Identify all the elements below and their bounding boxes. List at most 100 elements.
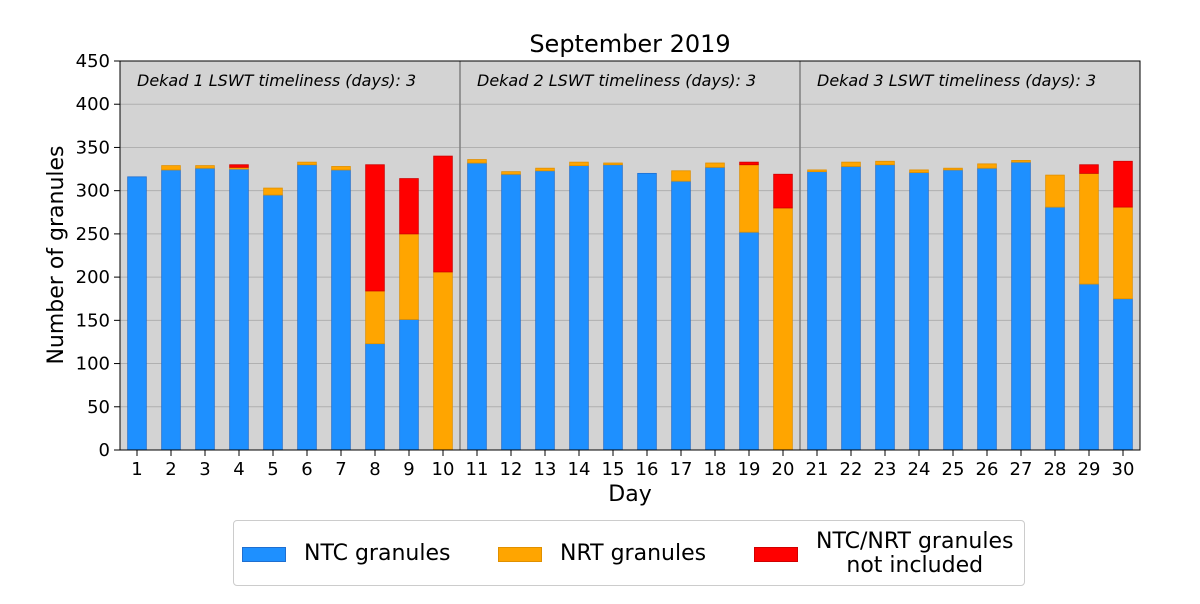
legend-item-not-included: NTC/NRT granules not included	[754, 521, 1013, 587]
y-axis: 0 50 100 150 200 250 300 350 400 450	[76, 51, 120, 461]
bar-nrt-day-14	[569, 161, 589, 166]
y-tick-label-150: 150	[76, 310, 110, 331]
legend-swatch-ntc	[242, 546, 286, 562]
bar-not-included-day-19	[739, 161, 759, 166]
bar-ntc-day-17	[671, 180, 691, 451]
x-tick-label-5: 5	[267, 459, 278, 480]
x-tick-label-19: 19	[738, 459, 761, 480]
bar-nrt-day-2	[161, 165, 181, 171]
bar-series	[127, 155, 1133, 451]
bar-nrt-day-22	[841, 161, 861, 167]
legend-item-nrt: NRT granules	[498, 521, 706, 587]
bar-ntc-day-18	[705, 166, 725, 451]
x-tick-label-20: 20	[772, 459, 795, 480]
bar-nrt-day-17	[671, 170, 691, 182]
x-tick-label-14: 14	[568, 459, 591, 480]
bar-nrt-day-28	[1045, 174, 1065, 208]
x-tick-label-24: 24	[908, 459, 931, 480]
bar-nrt-day-24	[909, 169, 929, 173]
bar-ntc-day-26	[977, 167, 997, 451]
bar-nrt-day-25	[943, 167, 963, 171]
bar-ntc-day-4	[229, 168, 249, 451]
bar-nrt-day-12	[501, 171, 521, 175]
legend-label-not-included: NTC/NRT granules not included	[816, 530, 1013, 578]
x-tick-label-8: 8	[369, 459, 380, 480]
x-tick-label-13: 13	[534, 459, 557, 480]
y-tick-label-450: 450	[76, 51, 110, 72]
x-tick-label-23: 23	[874, 459, 897, 480]
bar-nrt-day-27	[1011, 160, 1031, 163]
x-tick-label-25: 25	[942, 459, 965, 480]
y-tick-label-350: 350	[76, 137, 110, 158]
bar-ntc-day-29	[1079, 283, 1099, 451]
chart-title: September 2019	[529, 30, 730, 58]
x-tick-label-1: 1	[131, 459, 142, 480]
bar-not-included-day-30	[1113, 160, 1133, 208]
bar-nrt-day-11	[467, 159, 487, 164]
x-tick-label-4: 4	[233, 459, 244, 480]
x-tick-label-11: 11	[466, 459, 489, 480]
y-tick-label-50: 50	[87, 397, 110, 418]
x-tick-label-30: 30	[1112, 459, 1135, 480]
x-tick-label-3: 3	[199, 459, 210, 480]
x-tick-label-28: 28	[1044, 459, 1067, 480]
x-tick-label-16: 16	[636, 459, 659, 480]
legend-label-nrt: NRT granules	[560, 541, 707, 566]
bar-ntc-day-5	[263, 194, 283, 451]
bar-nrt-day-3	[195, 165, 215, 169]
bar-nrt-day-29	[1079, 172, 1099, 285]
bar-nrt-day-9	[399, 233, 419, 320]
bar-nrt-day-19	[739, 164, 759, 233]
chart-legend: NTC granules NRT granules NTC/NRT granul…	[233, 520, 1025, 586]
dekad-annotations: Dekad 1 LSWT timeliness (days): 3 Dekad …	[137, 71, 1096, 90]
bar-ntc-day-6	[297, 164, 317, 451]
x-tick-label-27: 27	[1010, 459, 1033, 480]
bar-ntc-day-30	[1113, 298, 1133, 451]
bar-ntc-day-8	[365, 343, 385, 451]
x-tick-label-10: 10	[432, 459, 455, 480]
bar-nrt-day-15	[603, 162, 623, 166]
y-tick-label-200: 200	[76, 267, 110, 288]
x-tick-label-9: 9	[403, 459, 414, 480]
x-tick-label-18: 18	[704, 459, 727, 480]
bar-ntc-day-1	[127, 176, 147, 451]
bar-nrt-day-5	[263, 187, 283, 196]
dekad-2-annotation: Dekad 2 LSWT timeliness (days): 3	[477, 71, 756, 90]
bar-nrt-day-26	[977, 163, 997, 169]
x-tick-label-22: 22	[840, 459, 863, 480]
bar-nrt-day-23	[875, 160, 895, 166]
bar-not-included-day-20	[773, 173, 793, 209]
bar-ntc-day-19	[739, 231, 759, 451]
y-tick-label-250: 250	[76, 224, 110, 245]
bar-ntc-day-9	[399, 319, 419, 451]
legend-item-ntc: NTC granules	[242, 521, 450, 587]
x-axis: 1 2 3 4 5 6 7 8 9 10 11 12 13 14 15 16 17 18 19 20 21 22 23 24 2…	[131, 450, 1134, 480]
dekad-1-annotation: Dekad 1 LSWT timeliness (days): 3	[137, 71, 416, 90]
bar-not-included-day-8	[365, 164, 385, 292]
x-tick-label-12: 12	[500, 459, 523, 480]
x-tick-label-29: 29	[1078, 459, 1101, 480]
y-axis-label: Number of granules	[44, 145, 69, 364]
bar-nrt-day-8	[365, 290, 385, 345]
bar-ntc-day-22	[841, 166, 861, 451]
y-tick-label-0: 0	[99, 440, 110, 461]
bar-ntc-day-11	[467, 162, 487, 451]
bar-nrt-day-21	[807, 169, 827, 173]
x-tick-label-7: 7	[335, 459, 346, 480]
legend-label-not-included-line-2: not included	[846, 553, 984, 578]
y-tick-label-300: 300	[76, 181, 110, 202]
legend-label-ntc: NTC granules	[304, 541, 451, 566]
bar-nrt-day-6	[297, 161, 317, 166]
bar-not-included-day-29	[1079, 164, 1099, 174]
dekad-dividers	[459, 61, 801, 450]
x-axis-label: Day	[608, 482, 651, 507]
bar-ntc-day-25	[943, 169, 963, 451]
bar-not-included-day-9	[399, 178, 419, 235]
x-tick-label-15: 15	[602, 459, 625, 480]
bar-ntc-day-12	[501, 173, 521, 451]
bar-ntc-day-2	[161, 169, 181, 451]
legend-swatch-not-included	[754, 546, 798, 562]
bar-not-included-day-10	[433, 155, 453, 273]
bar-ntc-day-21	[807, 171, 827, 451]
